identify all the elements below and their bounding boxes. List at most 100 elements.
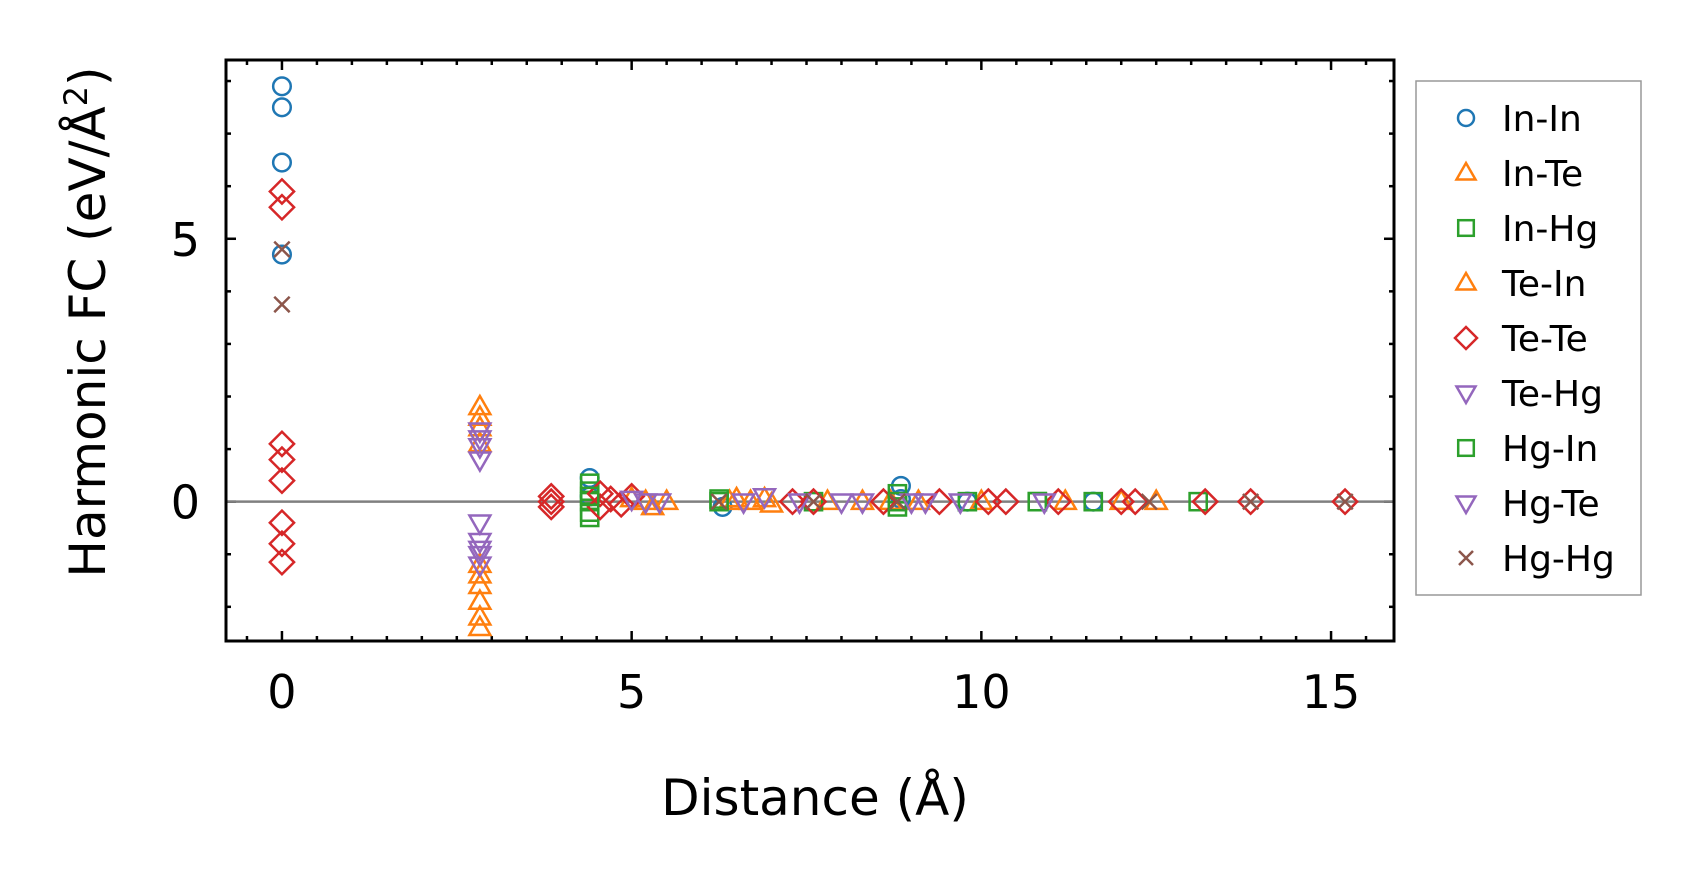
legend-label: Hg-Te bbox=[1502, 484, 1600, 525]
y-axis-label-close: ) bbox=[59, 66, 117, 86]
data-point bbox=[537, 482, 566, 511]
data-point bbox=[1121, 487, 1150, 516]
data-point bbox=[1107, 487, 1136, 516]
y-axis-label-main: Harmonic FC (eV/Å bbox=[59, 106, 117, 577]
data-point bbox=[271, 76, 293, 97]
data-point bbox=[730, 493, 757, 516]
data-point bbox=[654, 488, 680, 511]
y-axis-label-sup: 2 bbox=[57, 86, 95, 106]
legend-marker bbox=[1454, 495, 1478, 516]
data-point bbox=[579, 486, 600, 507]
data-point bbox=[268, 177, 296, 206]
data-point bbox=[467, 551, 493, 574]
data-point bbox=[467, 545, 493, 568]
x-tick-label: 10 bbox=[952, 665, 1011, 719]
data-point bbox=[268, 445, 296, 474]
data-point bbox=[828, 493, 855, 516]
x-tick-label: 15 bbox=[1302, 665, 1361, 719]
data-point bbox=[751, 488, 778, 510]
legend-marker bbox=[1453, 325, 1479, 351]
data-point bbox=[268, 508, 296, 537]
data-point bbox=[799, 487, 828, 516]
legend-marker bbox=[1456, 218, 1476, 238]
tick-labels: 0 5 10 15 0 5 bbox=[171, 213, 1361, 719]
legend: In-In In-Te In-Hg Te-In Te-Te Te-Hg Hg-In Hg-Te… bbox=[1415, 80, 1642, 596]
legend-label: Te-Te bbox=[1501, 319, 1588, 360]
data-point bbox=[633, 493, 659, 516]
data-point bbox=[710, 493, 728, 511]
data-point bbox=[467, 430, 493, 453]
data-point bbox=[640, 493, 666, 516]
data-point bbox=[1052, 488, 1078, 511]
y-tick-label: 0 bbox=[171, 476, 200, 530]
data-point bbox=[1191, 487, 1220, 516]
legend-marker bbox=[1456, 438, 1476, 458]
y-axis-label: Harmonic FC (eV/Å2) bbox=[57, 66, 117, 577]
data-point bbox=[1031, 493, 1057, 516]
data-point bbox=[1140, 493, 1158, 511]
y-tick-label: 5 bbox=[171, 213, 200, 267]
data-point bbox=[467, 451, 493, 474]
data-point bbox=[1044, 487, 1073, 516]
data-point bbox=[467, 540, 493, 563]
data-point bbox=[912, 493, 939, 516]
data-point bbox=[273, 295, 291, 314]
data-point bbox=[925, 487, 954, 516]
plot-frame bbox=[224, 58, 1396, 643]
data-point bbox=[537, 493, 566, 521]
data-point bbox=[888, 493, 907, 511]
legend-marker bbox=[1458, 550, 1474, 566]
data-point bbox=[849, 488, 876, 511]
data-point bbox=[1236, 487, 1265, 516]
data-point bbox=[271, 97, 293, 118]
legend-label: Te-In bbox=[1501, 264, 1586, 305]
data-point bbox=[467, 603, 493, 626]
data-point bbox=[467, 561, 493, 584]
data-point bbox=[586, 493, 615, 521]
series-te-in bbox=[467, 393, 1134, 637]
data-point bbox=[273, 240, 291, 258]
data-point bbox=[268, 529, 296, 558]
legend-marker bbox=[1456, 108, 1476, 128]
data-point bbox=[737, 488, 764, 511]
legend-marker bbox=[1454, 160, 1478, 181]
legend-label: In-Hg bbox=[1502, 209, 1598, 250]
legend-marker bbox=[1454, 385, 1478, 406]
legend-label: Hg-In bbox=[1502, 429, 1598, 470]
data-point bbox=[537, 487, 566, 516]
data-point bbox=[467, 393, 493, 416]
data-point bbox=[991, 487, 1020, 516]
data-point bbox=[947, 493, 973, 516]
series-hg-hg bbox=[273, 240, 1354, 511]
data-point bbox=[467, 514, 493, 537]
data-point bbox=[268, 193, 296, 222]
data-point bbox=[467, 438, 493, 460]
data-point bbox=[1083, 491, 1104, 512]
data-point bbox=[1242, 493, 1260, 511]
x-tick-label: 0 bbox=[267, 665, 296, 719]
data-point bbox=[271, 152, 293, 173]
legend-label: In-In bbox=[1502, 99, 1582, 140]
data-point bbox=[1331, 487, 1359, 516]
data-point bbox=[268, 466, 296, 495]
data-point bbox=[786, 493, 813, 516]
data-point bbox=[647, 493, 673, 516]
data-point bbox=[778, 487, 807, 516]
data-point bbox=[1188, 491, 1208, 512]
data-point bbox=[709, 489, 729, 509]
series-te-te bbox=[268, 177, 1359, 576]
data-point bbox=[268, 429, 296, 458]
x-tick-label: 5 bbox=[617, 665, 646, 719]
data-point bbox=[268, 548, 296, 576]
series-hg-te bbox=[467, 430, 1057, 563]
data-point bbox=[898, 493, 925, 516]
data-point bbox=[467, 614, 493, 637]
data-point bbox=[607, 490, 636, 519]
data-point bbox=[905, 488, 932, 511]
data-point bbox=[869, 487, 898, 516]
legend-label: Hg-Hg bbox=[1502, 539, 1615, 580]
legend-label: Te-Hg bbox=[1501, 374, 1603, 415]
data-point bbox=[1336, 493, 1354, 511]
data-point bbox=[723, 485, 750, 508]
